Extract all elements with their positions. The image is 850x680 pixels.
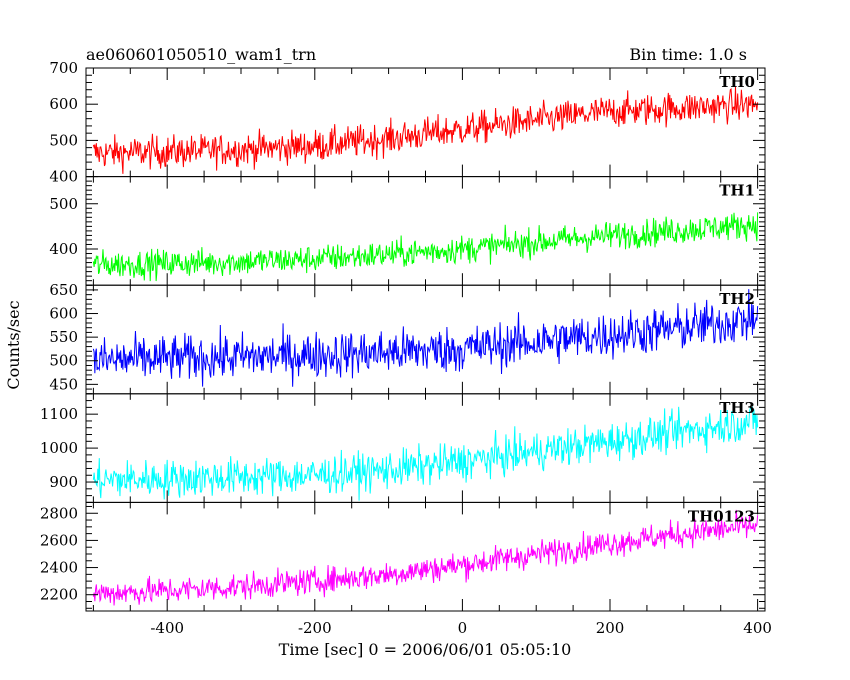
y-axis-title: Counts/sec: [4, 300, 23, 389]
series-label-th0: TH0: [719, 73, 755, 91]
series-line-th2: [92, 289, 759, 387]
series-line-th0123: [92, 509, 759, 606]
series-label-th2: TH2: [719, 290, 755, 308]
y-tick-label: 2600: [40, 531, 78, 549]
x-axis-tick-labels: -400 -200 0 200 400: [150, 619, 772, 637]
y-tick-label: 700: [49, 59, 78, 77]
series-label-th3: TH3: [719, 399, 755, 417]
x-tick-label: -400: [150, 619, 184, 637]
bin-time-label: Bin time: 1.0 s: [629, 45, 747, 64]
y-tick-label: 400: [49, 168, 78, 186]
panel-frame: [85, 284, 766, 395]
y-tick-label: 2200: [40, 586, 78, 604]
x-tick-label: -200: [298, 619, 332, 637]
series-label-th1: TH1: [719, 182, 755, 200]
y-tick-label: 2800: [40, 504, 78, 522]
y-tick-label: 900: [49, 473, 78, 491]
panel-th1: 400 500 TH1: [49, 176, 766, 286]
y-tick-label: 400: [49, 240, 78, 258]
y-tick-label: 1100: [40, 405, 78, 423]
y-tick-label: 650: [49, 281, 78, 299]
series-label-th0123: TH0123: [688, 507, 755, 525]
chart-title: ae060601050510_wam1_trn: [86, 45, 316, 64]
panels: 400 500 600 700 TH0 400 500 TH1 450 500 550 600 650 T…: [40, 59, 766, 612]
y-tick-label: 1000: [40, 439, 78, 457]
y-tick-label: 600: [49, 305, 78, 323]
y-tick-label: 2400: [40, 559, 78, 577]
panel-th0: 400 500 600 700 TH0: [49, 59, 766, 186]
panel-th0123: 2200 2400 2600 2800 TH0123: [40, 501, 766, 612]
y-tick-label: 500: [49, 352, 78, 370]
y-tick-label: 500: [49, 131, 78, 149]
y-tick-label: 450: [49, 375, 78, 393]
x-axis-title: Time [sec] 0 = 2006/06/01 05:05:10: [279, 640, 572, 659]
y-tick-label: 600: [49, 95, 78, 113]
y-tick-label: 500: [49, 195, 78, 213]
x-tick-label: 200: [596, 619, 625, 637]
x-tick-label: 0: [458, 619, 468, 637]
series-line-th1: [92, 212, 759, 282]
panel-th2: 450 500 550 600 650 TH2: [49, 281, 766, 395]
series-line-th3: [92, 406, 759, 501]
x-tick-label: 400: [743, 619, 772, 637]
series-line-th0: [92, 86, 759, 174]
y-tick-label: 550: [49, 328, 78, 346]
panel-th3: 900 1000 1100 TH3: [40, 393, 766, 503]
